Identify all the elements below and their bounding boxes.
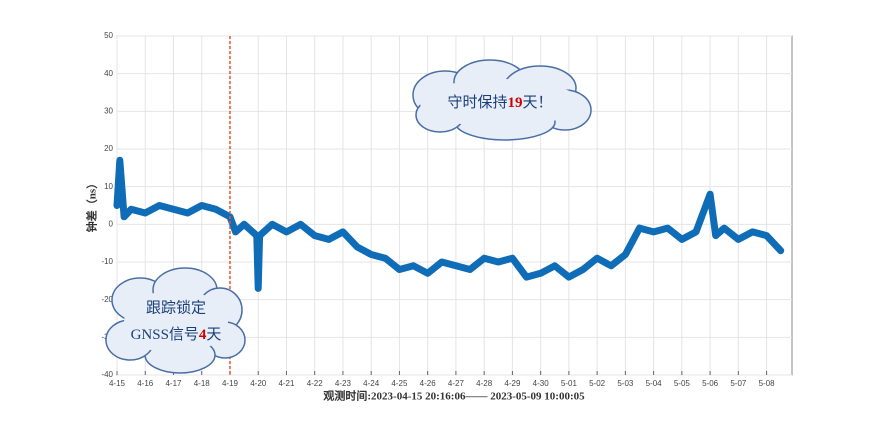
y-tick-label: -10 <box>101 257 113 266</box>
y-tick-label: 10 <box>104 182 113 191</box>
x-tick-label: 4-21 <box>278 379 295 388</box>
x-tick-label: 4-25 <box>391 379 408 388</box>
x-tick-label: 5-05 <box>674 379 691 388</box>
annotation-highlight: 19 <box>508 95 523 111</box>
annotation-text: 守时保持 <box>447 94 507 111</box>
x-tick-label: 4-16 <box>137 379 154 388</box>
cloud-callout <box>105 267 246 374</box>
x-tick-label: 4-23 <box>335 379 352 388</box>
y-axis-label: 钟差（ns） <box>85 178 99 232</box>
x-tick-label: 5-08 <box>759 379 776 388</box>
annotation-highlight: 4 <box>199 327 207 343</box>
x-tick-label: 4-20 <box>250 379 267 388</box>
x-tick-label: 4-17 <box>165 379 182 388</box>
x-tick-label: 5-01 <box>561 379 578 388</box>
y-tick-label: -40 <box>101 370 113 379</box>
x-tick-label: 4-15 <box>109 379 126 388</box>
x-tick-label: 5-04 <box>646 379 663 388</box>
x-tick-label: 4-19 <box>222 379 239 388</box>
annotation: 守时保持19天！ <box>447 94 552 111</box>
y-tick-label: 20 <box>104 144 113 153</box>
x-tick-label: 5-06 <box>702 379 719 388</box>
x-tick-label: 4-30 <box>533 379 550 388</box>
y-tick-label: 50 <box>104 31 113 40</box>
y-tick-label: 30 <box>104 106 113 115</box>
annotation-text: GNSS信号 <box>131 326 199 343</box>
x-tick-label: 5-02 <box>589 379 606 388</box>
annotation: GNSS信号4天 <box>131 326 222 343</box>
x-tick-label: 5-07 <box>730 379 747 388</box>
y-tick-label: 40 <box>104 69 113 78</box>
x-tick-label: 4-24 <box>363 379 380 388</box>
x-axis-label: 观测时间:2023-04-15 20:16:06—— 2023-05-09 10… <box>323 389 585 403</box>
annotation-text: 天 <box>206 327 221 343</box>
x-tick-label: 4-26 <box>420 379 437 388</box>
y-tick-label: -20 <box>101 295 113 304</box>
x-tick-label: 4-27 <box>448 379 465 388</box>
x-tick-label: 4-29 <box>504 379 521 388</box>
x-tick-label: 5-03 <box>617 379 634 388</box>
cloud-callout <box>412 59 592 141</box>
y-tick-label: 0 <box>109 219 114 228</box>
annotation-text: 天！ <box>523 95 553 111</box>
data-line <box>113 156 785 292</box>
x-tick-label: 4-18 <box>194 379 211 388</box>
x-tick-label: 4-28 <box>476 379 493 388</box>
x-tick-label: 4-22 <box>307 379 324 388</box>
annotation: 跟踪锁定 <box>146 299 206 316</box>
